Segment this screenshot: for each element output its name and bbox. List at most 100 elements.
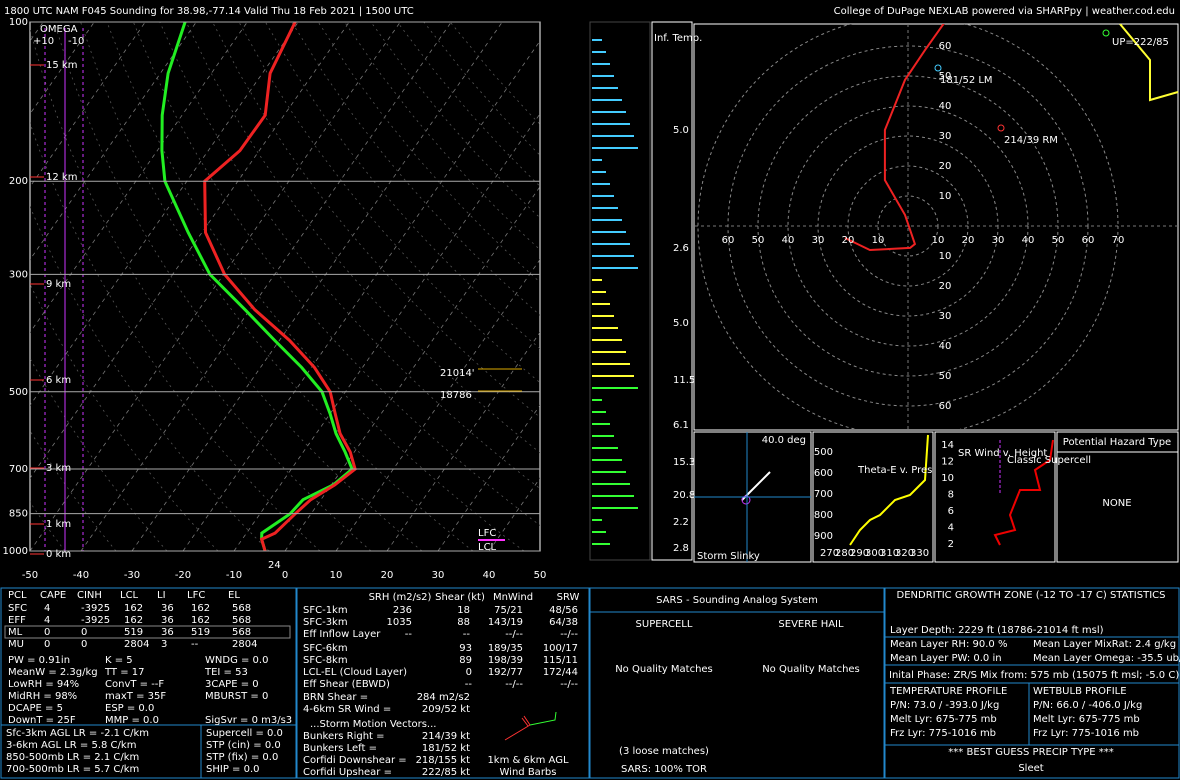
thermo-cell: 519 <box>191 627 210 638</box>
hodo-ring-label: 50 <box>939 371 952 382</box>
kin-cell: 100/17 <box>543 643 578 654</box>
kin-cell: 143/19 <box>488 617 523 628</box>
index: maxT = 35F <box>105 691 166 702</box>
index: SigSvr = 0 m3/s3 <box>205 715 292 726</box>
kin-value: 284 m2/s2 <box>417 692 470 703</box>
pressure-tick-label: 1000 <box>3 546 28 557</box>
sfc-temp: 24 <box>268 560 281 571</box>
theta-e-ytick: 500 <box>814 447 833 458</box>
hodo-ring-label: 50 <box>939 71 952 82</box>
inferred-temp-panel <box>651 21 693 561</box>
sars-match: No Quality Matches <box>762 664 860 675</box>
hodo-ring <box>817 135 999 317</box>
pressure-tick-label: 100 <box>9 17 28 28</box>
temp-tick-label: -30 <box>124 570 140 581</box>
sr-wind-frame <box>934 431 1056 563</box>
slinky-angle: 40.0 deg <box>762 435 806 446</box>
lapse-rate: 700-500mb LR = 5.7 C/km <box>6 764 139 775</box>
temp-tick-label: 30 <box>432 570 445 581</box>
isotherm <box>30 22 401 551</box>
wb-profile: P/N: 66.0 / -406.0 J/kg <box>1033 700 1142 711</box>
motion-value: 218/155 kt <box>416 755 471 766</box>
theta-e-ytick: 900 <box>814 531 833 542</box>
thermo-cell: 3 <box>161 639 167 650</box>
kin-cell: 88 <box>457 617 470 628</box>
kin-cell: SFC-8km <box>303 655 348 666</box>
thermo-header: LCL <box>120 590 139 601</box>
composite: STP (cin) = 0.0 <box>206 740 281 751</box>
isotherm <box>30 22 350 479</box>
thermo-cell: 162 <box>191 615 210 626</box>
kin-cell: 93 <box>459 643 472 654</box>
kin-label: BRN Shear = <box>303 692 368 703</box>
dgz-stat: Mean Layer MixRat: 2.4 g/kg <box>1033 639 1176 650</box>
hodo-ring-label: 30 <box>812 235 825 246</box>
kin-cell: 189/35 <box>488 643 523 654</box>
index: PW = 0.91in <box>8 655 70 666</box>
sr-wind-ytick: 10 <box>941 473 954 484</box>
barbs-label: Wind Barbs <box>500 767 557 778</box>
dgz-top: 21014' <box>440 368 475 379</box>
thermo-cell: 162 <box>124 615 143 626</box>
pressure-tick-label: 700 <box>9 464 28 475</box>
thermo-cell: 0 <box>81 639 87 650</box>
hodo-ring <box>727 45 1089 407</box>
thermo-header: LFC <box>187 590 205 601</box>
kin-header: MnWind <box>493 592 533 603</box>
index: MBURST = 0 <box>205 691 268 702</box>
thermo-header: LI <box>157 590 166 601</box>
sr-wind-ytick: 12 <box>941 457 954 468</box>
thermo-cell: 2804 <box>124 639 149 650</box>
thermo-cell: 2804 <box>232 639 257 650</box>
theta-e-xtick: 270 <box>820 548 839 559</box>
kin-cell: --/-- <box>560 679 578 690</box>
theta-e-trace <box>849 434 929 546</box>
lm-point <box>934 64 942 72</box>
up-point <box>1102 29 1110 37</box>
title: 1800 UTC NAM F045 Sounding for 38.98,-77… <box>4 6 414 17</box>
kin-cell: 48/56 <box>549 605 578 616</box>
isotherm <box>30 22 299 406</box>
lapse-rate: 850-500mb LR = 2.1 C/km <box>6 752 139 763</box>
theta-e-xtick: 280 <box>835 548 854 559</box>
kin-cell: -- <box>463 629 471 640</box>
pressure-tick-label: 300 <box>9 269 28 280</box>
dgz-stat: Mean Layer Omega: -35.5 ub/s <box>1033 653 1180 664</box>
hodo-ring-label: 10 <box>939 191 952 202</box>
hodo-ring-label: 40 <box>939 101 952 112</box>
hodo-ring-label: 10 <box>939 251 952 262</box>
theta-e-ytick: 600 <box>814 468 833 479</box>
motion-label: Corfidi Downshear = <box>303 755 407 766</box>
thermo-cell: 36 <box>161 615 174 626</box>
hodo-ring-label: 70 <box>1112 235 1125 246</box>
motion-label: Corfidi Upshear = <box>303 767 392 778</box>
thermo-cell: 568 <box>232 627 251 638</box>
temp-tick-label: -20 <box>175 570 191 581</box>
thermo-header: CAPE <box>40 590 66 601</box>
hodo-ring-label: 10 <box>872 235 885 246</box>
right-mover-label: 214/39 RM <box>1004 135 1058 146</box>
barb-6km <box>529 711 557 726</box>
sars-tor: SARS: 100% TOR <box>621 764 707 775</box>
lcl-label: LCL <box>478 542 497 553</box>
kin-cell: 64/38 <box>549 617 578 628</box>
thermo-cell: 162 <box>124 603 143 614</box>
inf-temp-value: 5.0 <box>673 318 689 329</box>
sars-title: SARS - Sounding Analog System <box>656 595 818 606</box>
hodo-ring-label: 20 <box>939 161 952 172</box>
hodo-ring-label: 10 <box>932 235 945 246</box>
hodo-ring-label: 40 <box>1022 235 1035 246</box>
dgz-phase: Inital Phase: ZR/S Mix from: 575 mb (150… <box>889 670 1179 681</box>
theta-e-xtick: 290 <box>850 548 869 559</box>
theta-e-frame <box>812 431 934 563</box>
composite: SHIP = 0.0 <box>206 764 260 775</box>
temp-tick-label: 50 <box>534 570 547 581</box>
height-label: 1 km <box>46 519 71 530</box>
hazard-frame <box>1056 431 1179 563</box>
inf-temp-value: 5.0 <box>673 125 689 136</box>
sr-wind-title: SR Wind v. Height <box>958 448 1047 459</box>
hodo-ring <box>787 105 1029 347</box>
index: DownT = 25F <box>8 715 76 726</box>
inf-temp-value: 15.3 <box>673 457 695 468</box>
thermo-header: EL <box>228 590 240 601</box>
